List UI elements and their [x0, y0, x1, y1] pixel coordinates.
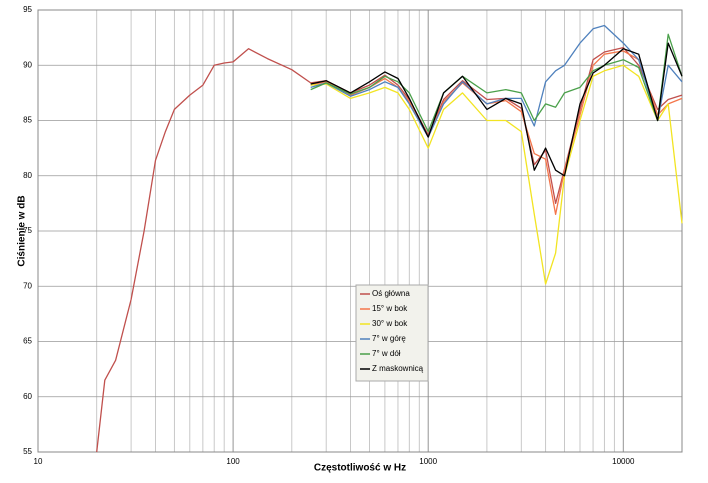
y-tick-label: 70 — [23, 281, 32, 290]
legend-label: Z maskownicą — [372, 364, 424, 373]
legend: Oś główna 15° w bok 30° w bok 7° w górę 7° w… — [355, 284, 429, 382]
series-line — [310, 24, 683, 138]
series-line — [310, 42, 683, 177]
x-tick-label: 1000 — [419, 457, 437, 466]
x-axis-label: Częstotliwość w Hz — [314, 463, 406, 474]
legend-box — [355, 284, 429, 382]
y-tick-label: 60 — [23, 392, 32, 401]
x-tick-label: 10 — [34, 457, 43, 466]
series-line — [310, 33, 683, 133]
plot-border — [37, 9, 683, 453]
y-tick-label: 75 — [23, 226, 32, 235]
x-tick-label: 100 — [226, 457, 240, 466]
y-tick-label: 80 — [23, 171, 32, 180]
y-axis-label: Ciśnienie w dB — [17, 195, 28, 266]
legend-label: 30° w bok — [372, 319, 408, 328]
series-line — [310, 50, 683, 216]
y-tick-label: 90 — [23, 60, 32, 69]
legend-label: 15° w bok — [372, 304, 408, 313]
legend-label: 7° w dół — [372, 349, 401, 358]
legend-label: Oś główna — [372, 289, 410, 298]
series-line — [310, 64, 683, 285]
y-tick-label: 55 — [23, 447, 32, 456]
y-tick-label: 65 — [23, 337, 32, 346]
y-tick-label: 95 — [23, 5, 32, 14]
legend-label: 7° w górę — [372, 334, 406, 343]
x-tick-label: 10000 — [612, 457, 635, 466]
y-tick-label: 85 — [23, 116, 32, 125]
